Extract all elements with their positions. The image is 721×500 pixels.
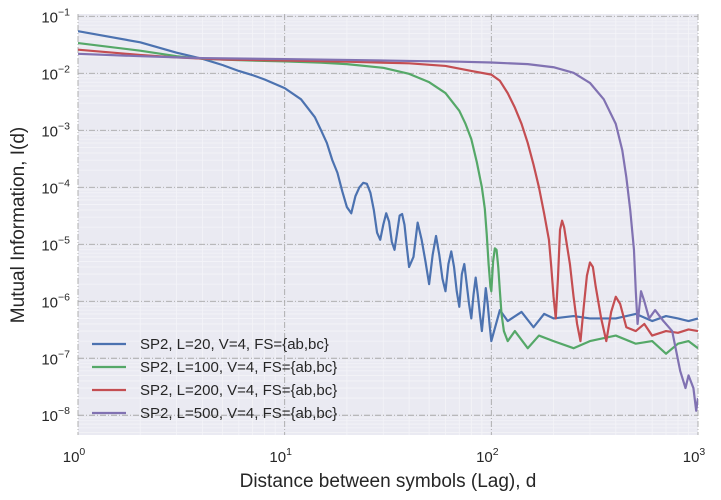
y-tick-label: 10−7: [41, 348, 70, 368]
y-tick-label: 10−4: [41, 177, 70, 197]
legend-label-1: SP2, L=20, V=4, FS={ab,bc}: [140, 336, 329, 353]
series-line-1: [78, 30, 698, 343]
major-grid: [77, 14, 699, 435]
plot-area: [78, 14, 698, 435]
x-tick-label: 100: [63, 446, 86, 466]
y-tick-label: 10−6: [41, 291, 70, 311]
legend-label-4: SP2, L=500, V=4, FS={ab,bc}: [140, 405, 337, 422]
y-axis-label: Mutual Information, I(d): [8, 127, 29, 323]
y-tick-labels: 10−8 10−7 10−6 10−5 10−4 10−3 10−2 10−1: [41, 6, 70, 425]
legend-label-3: SP2, L=200, V=4, FS={ab,bc}: [140, 382, 337, 399]
y-tick-label: 10−3: [41, 120, 70, 140]
series-line-4: [78, 52, 698, 412]
series-line-3: [78, 48, 698, 343]
legend-label-2: SP2, L=100, V=4, FS={ab,bc}: [140, 359, 337, 376]
x-axis-label: Distance between symbols (Lag), d: [240, 471, 537, 492]
series-line-2: [78, 41, 698, 355]
series-layer: [78, 30, 698, 412]
x-tick-label: 101: [269, 446, 292, 466]
x-tick-label: 102: [476, 446, 499, 466]
x-tick-labels: 100 101 102 103: [63, 446, 706, 466]
x-tick-label: 103: [683, 446, 706, 466]
legend: SP2, L=20, V=4, FS={ab,bc} SP2, L=100, V=…: [92, 336, 337, 422]
y-tick-label: 10−1: [41, 6, 70, 26]
y-tick-label: 10−2: [41, 63, 70, 83]
y-tick-label: 10−5: [41, 234, 70, 254]
y-tick-label: 10−8: [41, 405, 70, 425]
